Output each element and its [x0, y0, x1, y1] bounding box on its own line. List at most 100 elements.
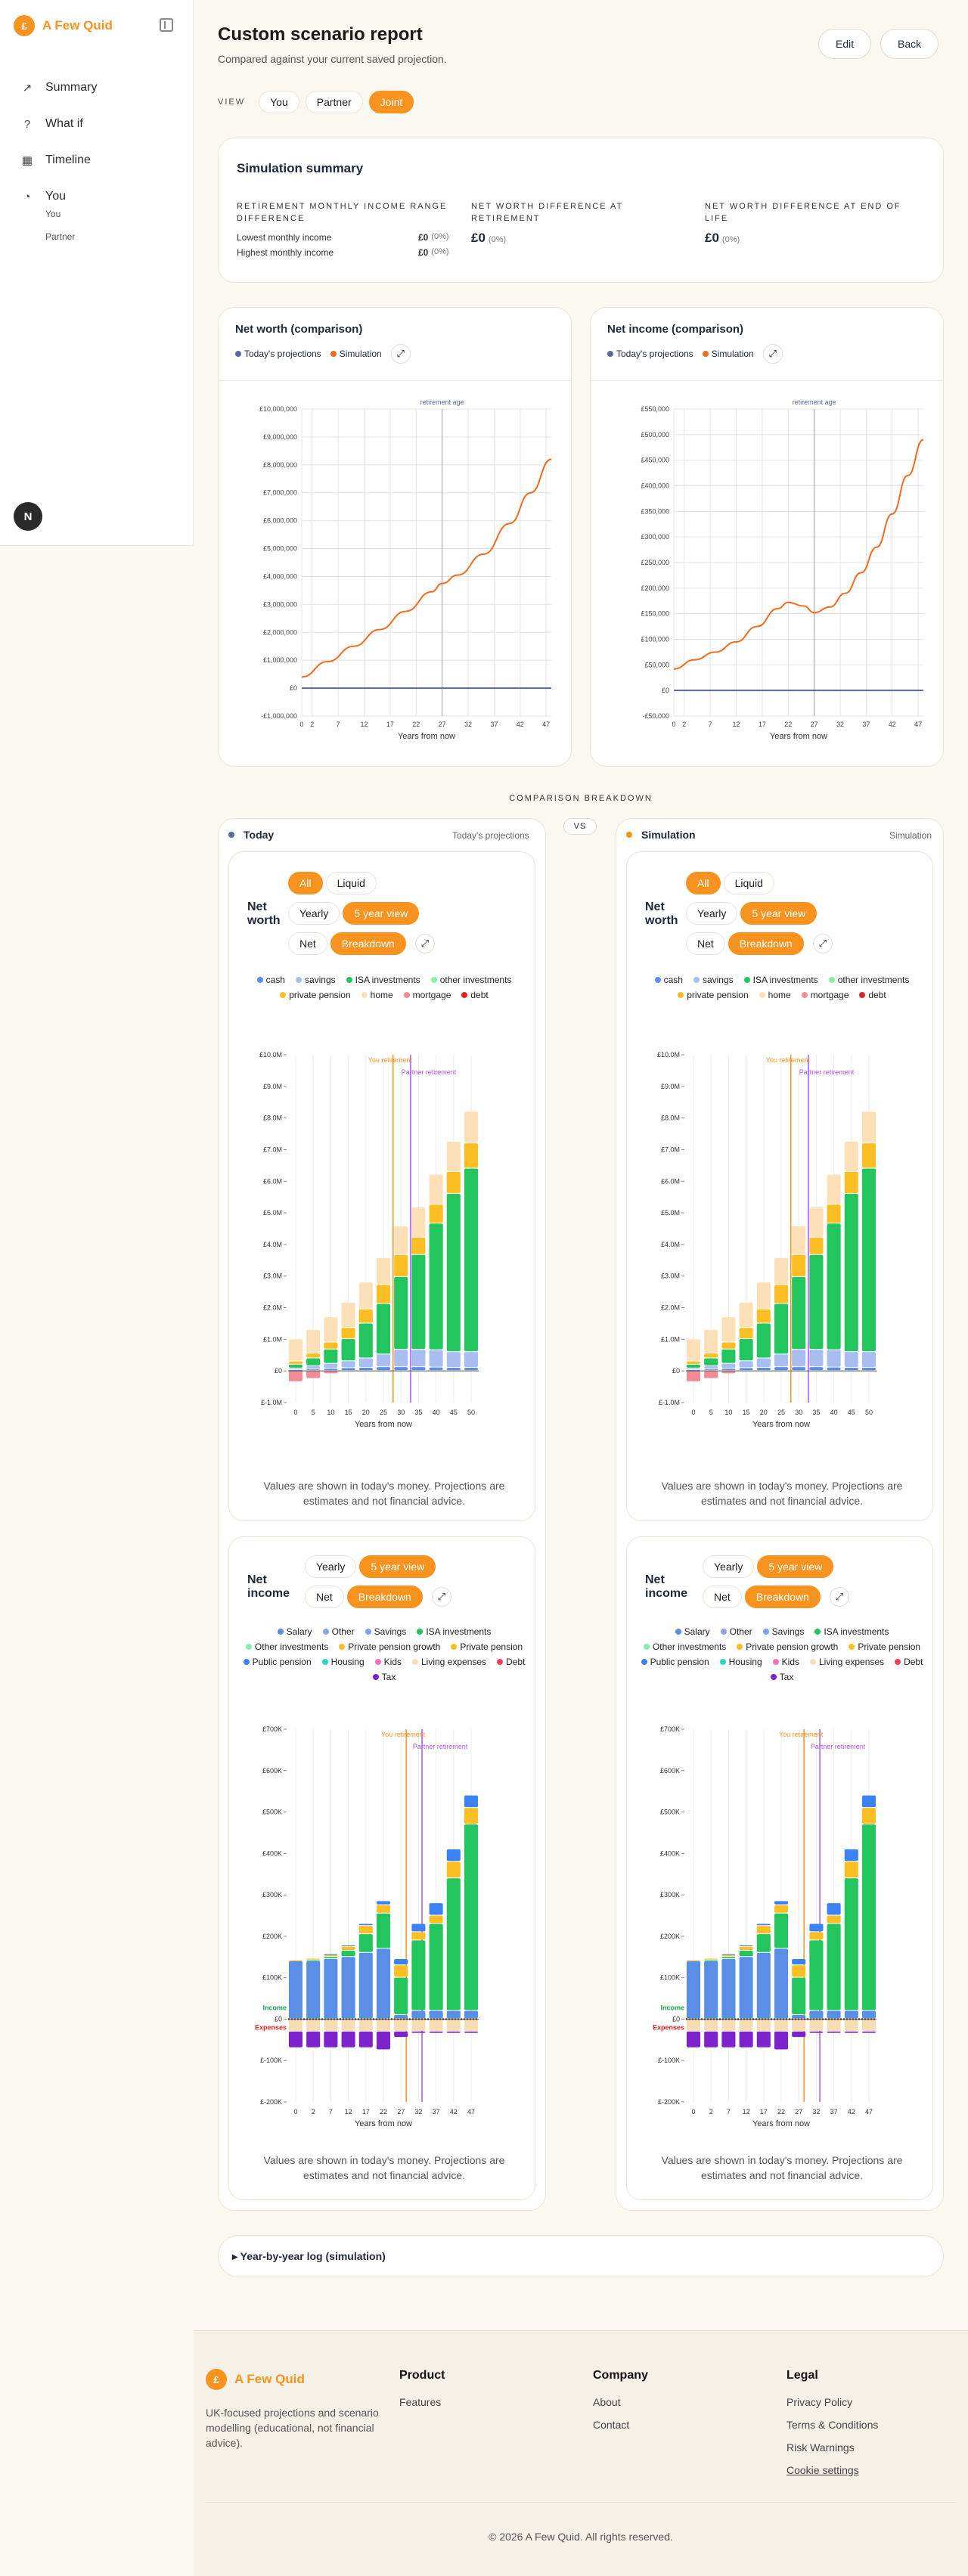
liquid-toggle[interactable]: Liquid [325, 872, 377, 894]
breakdown-toggle[interactable]: Breakdown [330, 932, 406, 955]
yearly-toggle[interactable]: Yearly [686, 902, 738, 925]
legend-item[interactable]: Savings [762, 1626, 804, 1637]
legend-item[interactable]: debt [461, 990, 489, 1000]
expand-icon[interactable]: ⤢ [829, 1587, 849, 1607]
expand-icon[interactable]: ⤢ [414, 934, 435, 953]
yearly-toggle[interactable]: Yearly [288, 902, 340, 925]
legend-item[interactable]: Private pension [849, 1641, 920, 1652]
expand-icon[interactable]: ⤢ [431, 1587, 451, 1607]
net-toggle[interactable]: Net [288, 932, 327, 955]
legend-item[interactable]: private pension [280, 990, 351, 1000]
legend-item[interactable]: mortgage [403, 990, 451, 1000]
nav-item-timeline[interactable]: ▦ Timeline [20, 142, 97, 178]
bar-segment [756, 2019, 771, 2031]
legend-sim[interactable]: Simulation [330, 349, 382, 359]
yearly-toggle[interactable]: Yearly [703, 1555, 755, 1578]
legend-item[interactable]: Housing [321, 1657, 365, 1667]
legend-item[interactable]: Debt [497, 1657, 525, 1667]
legend-item[interactable]: cash [256, 975, 285, 985]
legend-item[interactable]: Kids [772, 1657, 799, 1667]
legend-item[interactable]: Debt [895, 1657, 923, 1667]
all-toggle[interactable]: All [288, 872, 323, 894]
nav-item-what-if[interactable]: ? What if [20, 106, 97, 142]
legend-item[interactable]: Public pension [641, 1657, 709, 1667]
back-button[interactable]: Back [880, 29, 939, 59]
legend-today[interactable]: Today's projections [235, 349, 321, 359]
legend-item[interactable]: Private pension [451, 1641, 523, 1652]
footer-link-contact[interactable]: Contact [593, 2419, 630, 2431]
legend-item[interactable]: private pension [678, 990, 749, 1000]
legend-item[interactable]: Other investments [643, 1641, 726, 1652]
legend-item[interactable]: savings [693, 975, 734, 985]
legend-item[interactable]: Private pension growth [737, 1641, 838, 1652]
footer-link-privacy[interactable]: Privacy Policy [786, 2396, 853, 2408]
subnav-item-you[interactable]: You [45, 209, 61, 219]
you-retirement-label: You retirement [368, 1056, 413, 1064]
legend-today[interactable]: Today's projections [607, 349, 693, 359]
footer-link-risk[interactable]: Risk Warnings [786, 2441, 855, 2454]
brand[interactable]: £ A Few Quid [14, 15, 113, 36]
view-option-joint[interactable]: Joint [368, 91, 414, 113]
legend-item[interactable]: home [361, 990, 393, 1000]
legend-item[interactable]: savings [295, 975, 336, 985]
legend-item[interactable]: Salary [675, 1626, 710, 1637]
nav-item-you[interactable]: ◔ You [20, 178, 97, 215]
legend-item[interactable]: Housing [719, 1657, 762, 1667]
legend-item[interactable]: ISA investments [346, 975, 420, 985]
legend-item[interactable]: ISA investments [743, 975, 818, 985]
view-option-partner[interactable]: Partner [305, 91, 363, 113]
bar-segment [376, 1303, 391, 1354]
sidebar-collapse-icon[interactable] [160, 18, 173, 32]
legend-item[interactable]: ISA investments [417, 1626, 491, 1637]
legend-item[interactable]: mortgage [801, 990, 849, 1000]
legend-item[interactable]: Savings [365, 1626, 406, 1637]
subnav-item-partner[interactable]: Partner [45, 231, 76, 242]
five-year-toggle[interactable]: 5 year view [343, 902, 420, 925]
footer-brand[interactable]: £ A Few Quid [206, 2369, 305, 2390]
liquid-toggle[interactable]: Liquid [723, 872, 774, 894]
legend-item[interactable]: Other investments [245, 1641, 328, 1652]
net-toggle[interactable]: Net [703, 1586, 742, 1608]
legend-item[interactable]: other investments [828, 975, 909, 985]
net-toggle[interactable]: Net [686, 932, 725, 955]
legend-item[interactable]: other investments [430, 975, 511, 985]
five-year-toggle[interactable]: 5 year view [359, 1555, 436, 1578]
expand-icon[interactable]: ⤢ [812, 934, 833, 953]
footer-link-features[interactable]: Features [399, 2396, 442, 2408]
legend-item[interactable]: debt [859, 990, 886, 1000]
breakdown-toggle[interactable]: Breakdown [728, 932, 804, 955]
five-year-toggle[interactable]: 5 year view [757, 1555, 834, 1578]
net-toggle[interactable]: Net [305, 1586, 344, 1608]
footer-link-cookies[interactable]: Cookie settings [786, 2464, 859, 2476]
five-year-toggle[interactable]: 5 year view [740, 902, 818, 925]
legend-item[interactable]: Tax [372, 1672, 396, 1682]
legend-item[interactable]: Kids [374, 1657, 402, 1667]
legend-item[interactable]: cash [654, 975, 683, 985]
legend-item[interactable]: Salary [277, 1626, 312, 1637]
legend-item[interactable]: Tax [770, 1672, 793, 1682]
footer-link-about[interactable]: About [593, 2396, 621, 2408]
legend-item[interactable]: Living expenses [412, 1657, 486, 1667]
expand-icon[interactable]: ⤢ [390, 344, 411, 364]
expand-icon[interactable]: ⤢ [762, 344, 783, 364]
edit-button[interactable]: Edit [818, 29, 872, 59]
year-by-year-log-toggle[interactable]: ▸ Year-by-year log (simulation) [218, 2235, 944, 2277]
footer-link-terms[interactable]: Terms & Conditions [786, 2419, 879, 2431]
legend-item[interactable]: Living expenses [810, 1657, 884, 1667]
legend-item[interactable]: Other [322, 1626, 355, 1637]
nav-item-summary[interactable]: ↗ Summary [20, 70, 98, 106]
yearly-toggle[interactable]: Yearly [305, 1555, 357, 1578]
all-toggle[interactable]: All [686, 872, 721, 894]
assistant-button[interactable]: N [14, 502, 42, 531]
legend-item[interactable]: Private pension growth [339, 1641, 440, 1652]
breakdown-toggle[interactable]: Breakdown [346, 1586, 423, 1608]
legend-item[interactable]: home [759, 990, 791, 1000]
legend-item[interactable]: Public pension [243, 1657, 312, 1667]
legend-item[interactable]: ISA investments [814, 1626, 889, 1637]
legend-item[interactable]: Other [720, 1626, 752, 1637]
legend-sim[interactable]: Simulation [702, 349, 754, 359]
legend-today-label: Today's projections [616, 349, 693, 359]
view-option-you[interactable]: You [259, 91, 299, 113]
breakdown-toggle[interactable]: Breakdown [744, 1586, 821, 1608]
tick-label: £300,000 [641, 533, 669, 541]
